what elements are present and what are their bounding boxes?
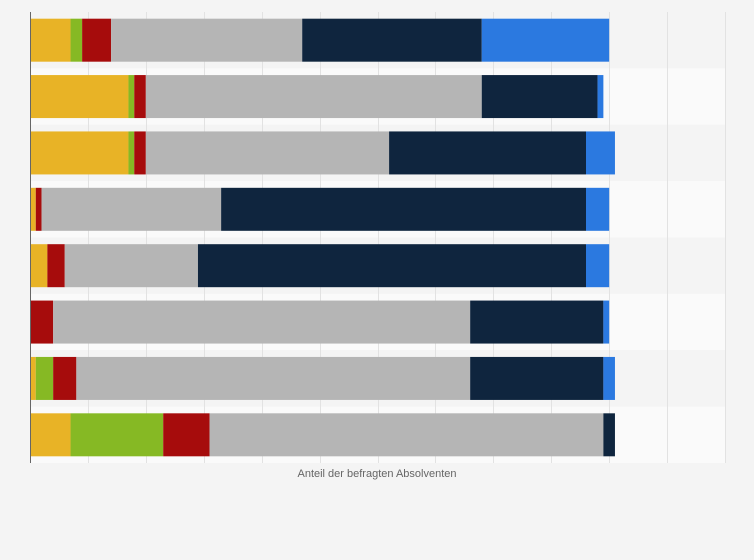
bar-segment [53, 300, 471, 344]
bar-segment [70, 18, 83, 62]
bar-segment [53, 356, 77, 400]
bar-segment [134, 75, 146, 119]
bar-segment [586, 244, 610, 288]
bar-segment [134, 131, 146, 175]
bar-segment [41, 187, 222, 231]
bar-segment [470, 300, 604, 344]
bar-segment [481, 75, 598, 119]
bar-segment [35, 356, 54, 400]
bar-segment [30, 413, 71, 457]
bar-segment [302, 18, 482, 62]
bar-segment [128, 75, 135, 119]
bar-segment [597, 75, 604, 119]
bar-segment [30, 300, 54, 344]
bar-segment [603, 413, 615, 457]
bar-segment [389, 131, 586, 175]
bar-segment [30, 18, 71, 62]
bar-segment [145, 75, 482, 119]
bar-segment [603, 300, 610, 344]
bar-segment [163, 413, 210, 457]
bar-segment [76, 356, 471, 400]
bar-segment [30, 244, 48, 288]
bar-segment [470, 356, 604, 400]
bar-segment [64, 244, 198, 288]
bar-segment [111, 18, 303, 62]
bar-segment [209, 413, 604, 457]
bar-segment [82, 18, 112, 62]
bar-segment [145, 131, 390, 175]
bar-segment [30, 187, 36, 231]
bar-segment [586, 187, 610, 231]
bar-segment [128, 131, 135, 175]
bar-segment [197, 244, 587, 288]
bar-segment [481, 18, 610, 62]
bar-segment [70, 413, 164, 457]
bar-segment [47, 244, 65, 288]
bar-segment [30, 75, 129, 119]
bar-segment [603, 356, 615, 400]
bar-segment [30, 356, 36, 400]
bar-segment [221, 187, 586, 231]
bar-segment [30, 131, 129, 175]
bar-segment [586, 131, 615, 175]
x-axis-label: Anteil der befragten Absolventen [297, 468, 457, 480]
bar-segment [35, 187, 42, 231]
